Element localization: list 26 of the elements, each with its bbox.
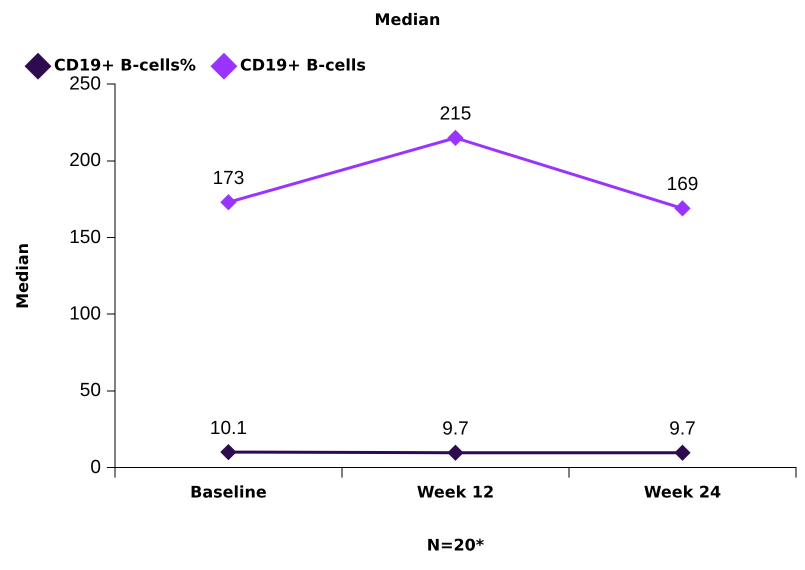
y-tick-label: 200 [69,150,101,172]
chart-title: Median [374,10,440,29]
data-label: 215 [440,104,472,125]
x-tick-label: Baseline [190,482,267,502]
point [448,445,463,460]
data-label: 9.7 [669,418,696,440]
point [220,194,236,210]
y-tick-label: 250 [69,73,101,94]
x-tick-label: Week 24 [644,482,722,502]
x-axis-title: N=20* [426,536,485,555]
y-tick-label: 100 [69,303,101,324]
data-label: 9.7 [442,418,469,440]
point [674,445,690,460]
data-label: 169 [666,174,698,196]
x-tick-label: Week 12 [416,482,494,502]
point [220,444,236,460]
legend-label: CD19+ B-cells% [54,55,196,74]
y-axis-title: Median [12,242,32,309]
legend-label: CD19+ B-cells [240,55,366,74]
data-label: 173 [212,168,244,190]
point [448,130,463,146]
y-tick-label: 50 [80,380,101,402]
y-tick-label: 0 [90,456,101,478]
y-tick-label: 150 [69,226,101,248]
data-label: 10.1 [210,418,247,439]
point [674,200,690,216]
